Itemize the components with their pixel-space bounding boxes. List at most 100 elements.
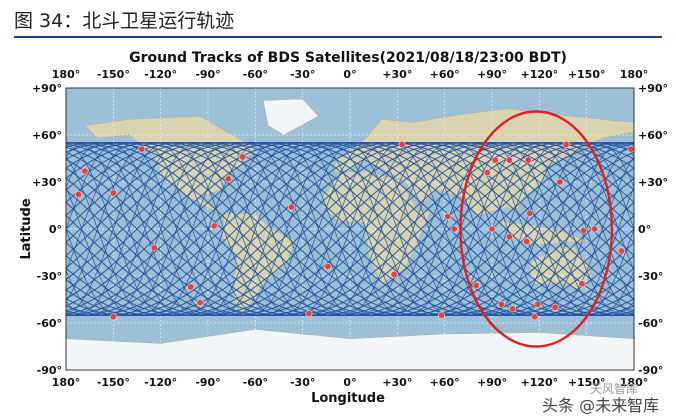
ground-track xyxy=(66,142,634,316)
satellite-point xyxy=(505,233,513,241)
x-tick-label-top: -30° xyxy=(290,68,315,81)
y-tick-label-right: +90° xyxy=(638,82,668,95)
satellite-point xyxy=(556,178,564,186)
x-tick-label-top: 0° xyxy=(343,68,356,81)
satellite-point xyxy=(509,305,517,313)
y-tick-label-left: -30° xyxy=(37,270,62,283)
satellite-point xyxy=(398,140,406,148)
satellite-point xyxy=(483,169,491,177)
x-axis-label: Longitude xyxy=(311,391,385,406)
x-tick-label-bottom: 0° xyxy=(343,376,356,389)
ground-track xyxy=(66,142,634,316)
satellite-point xyxy=(239,153,247,161)
x-tick-label-top: 180° xyxy=(620,68,648,81)
caption-divider xyxy=(14,36,662,38)
y-tick-label-left: +90° xyxy=(32,82,62,95)
x-tick-label-top: -150° xyxy=(97,68,130,81)
x-tick-label-bottom: 180° xyxy=(52,376,80,389)
satellite-point xyxy=(627,145,634,153)
x-tick-label-top: +30° xyxy=(382,68,412,81)
x-tick-label-top: -90° xyxy=(195,68,220,81)
figure-caption: 图 34：北斗卫星运行轨迹 xyxy=(14,10,235,32)
y-tick-label-right: +60° xyxy=(638,129,668,142)
ground-track xyxy=(66,142,634,316)
x-tick-label-bottom: -150° xyxy=(97,376,130,389)
satellite-point xyxy=(196,299,204,307)
x-tick-label-top: +60° xyxy=(430,68,460,81)
y-tick-label-left: -90° xyxy=(37,364,62,377)
satellite-point xyxy=(210,222,218,230)
y-tick-label-right: -30° xyxy=(638,270,663,283)
satellite-point xyxy=(472,281,480,289)
x-tick-label-bottom: +90° xyxy=(477,376,507,389)
ground-track xyxy=(66,142,634,316)
satellite-point xyxy=(288,203,296,211)
x-tick-label-bottom: +30° xyxy=(382,376,412,389)
satellite-point xyxy=(488,225,496,233)
satellite-positions xyxy=(75,140,634,321)
x-tick-label-bottom: +150° xyxy=(568,376,606,389)
watermark-top: 天风智库 xyxy=(590,382,639,396)
y-tick-label-left: -60° xyxy=(37,317,62,330)
x-tick-label-top: -120° xyxy=(144,68,177,81)
ground-track xyxy=(66,142,634,316)
x-tick-label-bottom: -30° xyxy=(290,376,315,389)
satellite-point xyxy=(109,313,117,321)
x-tick-label-bottom: 180° xyxy=(620,376,648,389)
satellite-point xyxy=(150,244,158,252)
x-tick-label-bottom: +120° xyxy=(520,376,558,389)
satellite-point xyxy=(81,167,89,175)
x-tick-label-top: -60° xyxy=(243,68,268,81)
satellite-point xyxy=(225,175,233,183)
satellite-point xyxy=(617,247,625,255)
y-tick-label-right: -90° xyxy=(638,364,663,377)
satellite-point xyxy=(305,310,313,318)
y-tick-label-right: 0° xyxy=(638,223,651,236)
satellite-point xyxy=(531,313,539,321)
satellite-ground-tracks xyxy=(66,142,634,316)
map-layer xyxy=(66,88,634,370)
ground-track xyxy=(66,145,634,313)
satellite-point xyxy=(534,300,542,308)
ground-track-chart: Ground Tracks of BDS Satellites(2021/08/… xyxy=(14,40,668,419)
satellite-point xyxy=(562,140,570,148)
x-tick-label-bottom: -90° xyxy=(195,376,220,389)
ground-track xyxy=(66,144,634,314)
y-axis-label: Latitude xyxy=(19,198,34,260)
satellite-point xyxy=(450,225,458,233)
ground-track xyxy=(66,145,634,313)
y-tick-label-left: 0° xyxy=(49,223,62,236)
x-tick-label-bottom: +60° xyxy=(430,376,460,389)
ground-track xyxy=(66,142,634,316)
satellite-point xyxy=(75,191,83,199)
satellite-point xyxy=(578,280,586,288)
ground-track xyxy=(66,144,634,314)
satellite-point xyxy=(524,156,532,164)
satellite-point xyxy=(390,270,398,278)
satellite-point xyxy=(109,189,117,197)
x-tick-label-top: 180° xyxy=(52,68,80,81)
watermark-bottom: 头条 @未来智库 xyxy=(542,396,660,415)
satellite-point xyxy=(497,300,505,308)
x-tick-label-top: +150° xyxy=(568,68,606,81)
y-tick-label-right: +30° xyxy=(638,176,668,189)
y-tick-label-left: +60° xyxy=(32,129,62,142)
ground-track xyxy=(66,142,634,316)
ground-track xyxy=(66,144,634,314)
satellite-point xyxy=(505,156,513,164)
ground-track xyxy=(66,145,634,313)
satellite-point xyxy=(551,303,559,311)
x-tick-label-top: +90° xyxy=(477,68,507,81)
y-tick-label-left: +30° xyxy=(32,176,62,189)
plot-frame xyxy=(65,87,635,371)
satellite-point xyxy=(526,209,534,217)
chart-title: Ground Tracks of BDS Satellites(2021/08/… xyxy=(129,50,567,66)
highlight-ellipse xyxy=(459,110,614,348)
ground-track xyxy=(66,142,634,316)
satellite-point xyxy=(187,283,195,291)
continent-greenland xyxy=(262,98,319,136)
satellite-point xyxy=(591,225,599,233)
x-tick-label-bottom: -60° xyxy=(243,376,268,389)
x-tick-label-top: +120° xyxy=(520,68,558,81)
ground-track xyxy=(66,142,634,316)
